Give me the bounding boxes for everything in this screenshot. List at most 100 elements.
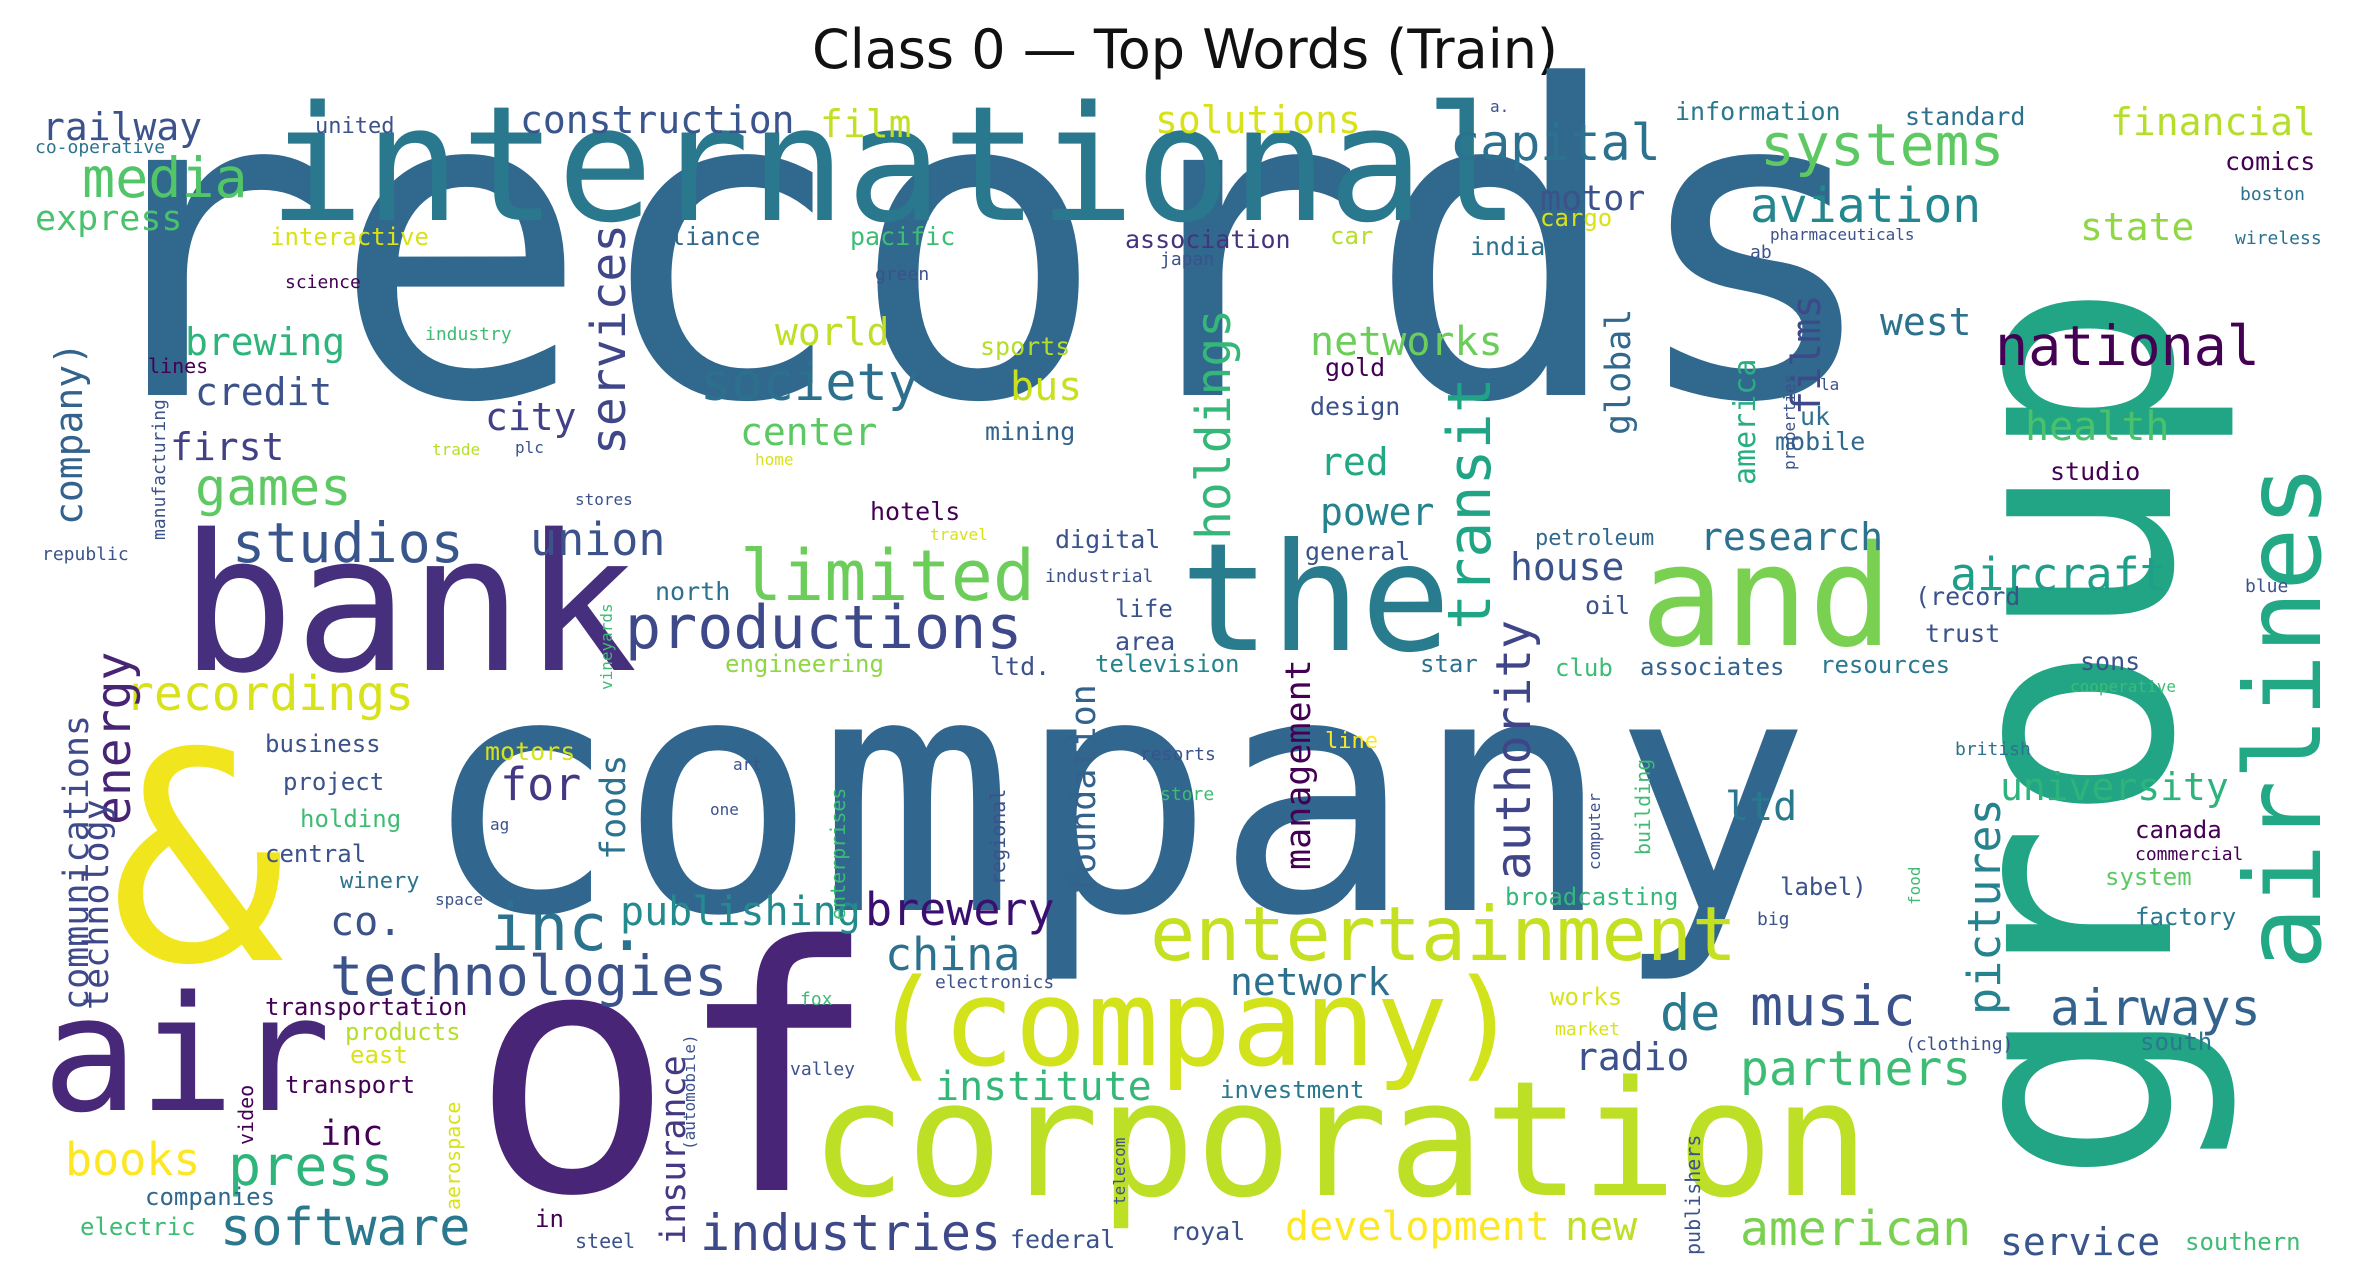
word-183: one [710,800,739,819]
word-133: transport [285,1071,415,1099]
word-178: wireless [2235,228,2322,249]
word-184: resorts [1140,744,1216,765]
word-40: aircraft [1950,548,2167,601]
word-8: and [1640,516,1893,679]
word-174: ab [1750,242,1772,263]
word-165: republic [42,544,129,565]
word-128: central [265,840,366,868]
word-146: southern [2185,1228,2301,1256]
word-197: aerospace [441,1102,465,1210]
word-153: big [1757,909,1790,930]
word-72: de [1660,984,1720,1042]
word-169: industrial [1045,566,1153,587]
word-196: video [234,1085,258,1145]
word-100: sports [980,332,1070,361]
word-66: state [2080,205,2194,249]
word-135: companies [145,1183,275,1211]
word-162: trade [432,440,480,459]
word-35: american [1740,1201,1971,1257]
word-149: canada [2135,816,2222,844]
word-97: cargo [1540,204,1612,232]
word-150: commercial [2135,844,2243,865]
word-187: building [1631,759,1655,855]
word-136: electric [80,1213,196,1241]
word-173: la [1820,375,1839,394]
word-59: first [170,425,284,469]
word-168: travel [930,525,988,544]
word-43: institute [935,1064,1152,1110]
word-130: transportation [265,993,467,1021]
word-99: comics [2225,147,2315,176]
word-94: pacific [850,222,955,251]
word-14: limited [740,535,1035,617]
word-144: (clothing) [1905,1034,2013,1055]
word-176: pharmaceuticals [1770,225,1915,244]
word-124: engineering [725,650,884,678]
word-46: china [885,928,1020,981]
word-127: holding [300,805,401,833]
word-161: lines [148,354,208,378]
word-80: insurance [654,1055,694,1245]
word-9: airlines [2223,464,2345,970]
word-20: media [82,146,248,210]
word-57: brewing [185,320,345,364]
word-68: health [2025,404,2170,450]
word-65: networks [1310,319,1503,365]
word-98: india [1470,232,1545,261]
word-38: energy [86,652,142,825]
word-33: software [220,1198,470,1258]
word-156: blue [2245,576,2288,597]
word-42: books [65,1133,200,1186]
word-95: association [1125,225,1291,254]
word-116: associates [1640,653,1785,681]
word-194: (automobile) [680,1034,699,1150]
word-181: regional [986,789,1010,885]
word-85: global [1599,309,1639,435]
word-101: mining [985,417,1075,446]
word-172: properties [1780,374,1799,470]
word-74: foundation [1064,684,1104,895]
word-186: line [1325,729,1378,754]
word-193: fox [800,989,833,1010]
word-12: (company) [870,955,1520,1094]
word-182: art [733,755,762,774]
word-49: solutions [1155,98,1361,142]
word-37: recordings [125,666,414,722]
word-120: area [1115,627,1175,656]
word-34: industries [700,1204,1001,1262]
word-55: film [820,102,912,146]
word-16: inc. [490,891,647,966]
word-131: products [345,1018,461,1046]
word-88: express [35,199,183,239]
word-171: japan [1160,249,1214,270]
word-109: general [1305,537,1410,566]
word-195: valley [790,1059,855,1080]
word-148: factory [2135,903,2236,931]
word-117: club [1555,654,1613,682]
word-175: a. [1490,97,1509,116]
word-111: oil [1585,591,1630,620]
word-122: ltd. [990,652,1050,681]
figure-title: Class 0 — Top Words (Train) [811,18,1558,81]
word-115: resources [1820,651,1950,679]
word-170: green [875,264,929,285]
word-48: construction [520,98,795,142]
word-140: federal [1010,1225,1115,1254]
word-39: partners [1740,1041,1971,1097]
word-64: for [500,758,581,811]
word-143: market [1555,1019,1620,1040]
word-138: steel [575,1229,635,1253]
word-10: air [42,961,331,1148]
word-90: information [1675,97,1841,126]
word-93: alliance [640,222,760,251]
word-86: america [1728,359,1763,485]
word-112: trust [1925,619,2000,648]
word-87: motor [1540,179,1645,219]
word-159: science [285,272,361,293]
word-58: credit [195,370,332,414]
word-26: games [195,458,352,518]
word-6: bank [180,494,638,715]
word-62: bus [1010,364,1082,410]
